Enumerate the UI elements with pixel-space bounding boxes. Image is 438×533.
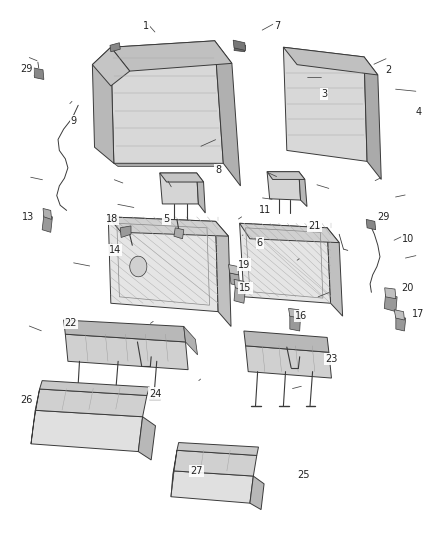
Text: 19: 19: [238, 260, 250, 270]
Text: 22: 22: [65, 318, 77, 328]
Text: 9: 9: [71, 116, 77, 126]
Polygon shape: [240, 223, 339, 243]
Text: 20: 20: [401, 283, 413, 293]
Polygon shape: [364, 57, 381, 180]
Polygon shape: [174, 228, 184, 239]
Text: 14: 14: [109, 245, 121, 255]
Polygon shape: [234, 44, 246, 52]
Polygon shape: [108, 217, 229, 236]
Polygon shape: [229, 264, 239, 275]
Polygon shape: [366, 220, 376, 230]
Text: 3: 3: [321, 90, 327, 99]
Text: 7: 7: [274, 21, 280, 31]
Text: 26: 26: [21, 395, 33, 405]
Text: 24: 24: [149, 389, 162, 399]
Polygon shape: [396, 316, 406, 331]
Polygon shape: [110, 43, 120, 52]
Text: 29: 29: [21, 63, 33, 74]
Polygon shape: [215, 41, 240, 186]
Polygon shape: [385, 288, 396, 298]
Polygon shape: [92, 47, 114, 163]
Text: 10: 10: [402, 234, 414, 244]
Text: 6: 6: [257, 238, 263, 248]
Text: 29: 29: [377, 212, 389, 222]
Polygon shape: [289, 309, 300, 318]
Polygon shape: [290, 315, 300, 331]
Polygon shape: [283, 47, 367, 161]
Polygon shape: [240, 223, 331, 303]
Text: 25: 25: [298, 470, 310, 480]
Polygon shape: [230, 273, 240, 286]
Polygon shape: [111, 41, 223, 163]
Text: 27: 27: [191, 466, 203, 476]
Polygon shape: [171, 450, 177, 497]
Polygon shape: [31, 410, 143, 451]
Polygon shape: [267, 172, 300, 200]
Text: 1: 1: [143, 21, 149, 31]
Polygon shape: [34, 68, 44, 79]
Polygon shape: [299, 172, 307, 206]
Polygon shape: [250, 476, 264, 510]
Polygon shape: [114, 163, 221, 166]
Polygon shape: [108, 217, 218, 312]
Polygon shape: [31, 389, 39, 444]
Text: 2: 2: [385, 65, 392, 75]
Text: 5: 5: [163, 214, 170, 224]
Polygon shape: [120, 226, 131, 238]
Polygon shape: [384, 294, 397, 312]
Polygon shape: [92, 47, 130, 86]
Polygon shape: [184, 327, 198, 355]
Polygon shape: [394, 310, 404, 320]
Polygon shape: [138, 417, 155, 460]
Text: 18: 18: [106, 214, 118, 224]
Polygon shape: [177, 442, 258, 455]
Polygon shape: [35, 389, 147, 417]
Polygon shape: [171, 471, 253, 503]
Polygon shape: [43, 208, 52, 220]
Polygon shape: [160, 173, 204, 182]
Text: 8: 8: [215, 165, 221, 175]
Text: 23: 23: [325, 354, 338, 364]
Polygon shape: [234, 286, 246, 303]
Polygon shape: [42, 215, 53, 232]
Text: 4: 4: [416, 107, 422, 117]
Text: 11: 11: [259, 205, 272, 215]
Polygon shape: [267, 172, 305, 180]
Polygon shape: [234, 279, 245, 290]
Polygon shape: [283, 47, 378, 75]
Polygon shape: [244, 331, 329, 352]
Polygon shape: [327, 228, 343, 316]
Text: 17: 17: [413, 309, 425, 319]
Polygon shape: [130, 256, 147, 277]
Text: 15: 15: [240, 283, 252, 293]
Polygon shape: [246, 346, 332, 378]
Polygon shape: [64, 320, 186, 342]
Text: 21: 21: [308, 221, 321, 231]
Polygon shape: [197, 173, 205, 213]
Polygon shape: [65, 334, 188, 370]
Polygon shape: [111, 41, 232, 71]
Polygon shape: [39, 381, 149, 395]
Polygon shape: [174, 450, 257, 476]
Polygon shape: [233, 40, 246, 51]
Text: 13: 13: [22, 212, 34, 222]
Text: 16: 16: [295, 311, 307, 321]
Polygon shape: [160, 173, 198, 204]
Polygon shape: [215, 221, 231, 327]
